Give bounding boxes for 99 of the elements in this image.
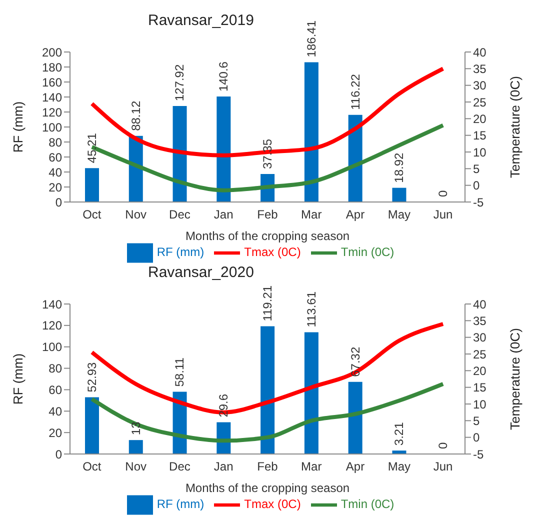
data-label: 58.11 bbox=[172, 357, 187, 387]
x-tick-label: Oct bbox=[82, 208, 102, 222]
y2-tick-label: 10 bbox=[473, 397, 487, 412]
legend-label: RF (mm) bbox=[156, 245, 204, 260]
data-label: 127.92 bbox=[172, 64, 187, 102]
y-tick-label: 20 bbox=[48, 426, 62, 440]
y2-axis-title: Temperature (0C) bbox=[508, 328, 523, 430]
y2-tick-label: 40 bbox=[473, 297, 487, 312]
y-tick-label: 120 bbox=[42, 318, 62, 333]
y-tick-label: 60 bbox=[48, 382, 62, 397]
y2-tick-label: 5 bbox=[473, 162, 480, 176]
y-axis-title: RF (mm) bbox=[10, 353, 26, 405]
x-tick-label: Apr bbox=[346, 460, 365, 474]
y-tick-label: 200 bbox=[42, 45, 62, 60]
x-tick-label: Jan bbox=[214, 460, 234, 474]
bar bbox=[216, 96, 231, 202]
chart-title: Ravansar_2020 bbox=[148, 264, 254, 281]
x-tick-label: May bbox=[388, 208, 411, 222]
x-tick-label: Jun bbox=[433, 208, 453, 222]
y2-tick-label: 35 bbox=[473, 314, 487, 328]
y-tick-label: 60 bbox=[48, 150, 62, 164]
x-tick-label: Oct bbox=[82, 460, 102, 474]
x-tick-label: Nov bbox=[125, 208, 147, 222]
x-tick-label: Jun bbox=[433, 460, 453, 474]
y2-tick-label: -5 bbox=[473, 447, 484, 462]
data-label: 67.32 bbox=[348, 346, 362, 377]
bar bbox=[260, 326, 275, 454]
y-tick-label: 0 bbox=[55, 195, 62, 210]
y2-tick-label: 25 bbox=[473, 347, 487, 362]
legend-label: Tmin (0C) bbox=[340, 245, 394, 260]
x-tick-label: Mar bbox=[301, 460, 322, 474]
data-label: 37.35 bbox=[260, 138, 274, 169]
y-axis-title: RF (mm) bbox=[10, 101, 26, 153]
data-label: 140.6 bbox=[216, 61, 231, 92]
y-tick-label: 160 bbox=[42, 75, 62, 90]
y2-tick-label: 30 bbox=[473, 78, 487, 93]
x-tick-label: May bbox=[388, 460, 411, 474]
data-label: 52.93 bbox=[84, 362, 99, 392]
data-label: 119.21 bbox=[260, 285, 274, 322]
bar bbox=[304, 332, 318, 454]
x-tick-label: Dec bbox=[169, 208, 190, 222]
y-tick-label: 180 bbox=[42, 60, 62, 74]
x-tick-label: Jan bbox=[214, 208, 234, 222]
y-tick-label: 120 bbox=[42, 105, 62, 120]
y-tick-label: 0 bbox=[55, 447, 62, 462]
y2-tick-label: 15 bbox=[473, 128, 487, 143]
x-axis-title: Months of the cropping season bbox=[185, 229, 350, 243]
bar bbox=[304, 62, 318, 202]
data-label: 0 bbox=[436, 442, 450, 449]
data-label: 186.41 bbox=[304, 20, 318, 58]
y-tick-label: 100 bbox=[42, 120, 62, 134]
y2-tick-label: 35 bbox=[473, 62, 487, 76]
x-axis-title: Months of the cropping season bbox=[185, 481, 350, 495]
bar bbox=[85, 397, 99, 454]
y2-tick-label: -5 bbox=[473, 195, 484, 210]
bar bbox=[172, 106, 187, 202]
x-tick-label: Mar bbox=[301, 208, 322, 222]
data-label: 88.12 bbox=[128, 100, 143, 131]
y2-tick-label: 20 bbox=[473, 364, 487, 378]
y-tick-label: 40 bbox=[48, 404, 62, 418]
data-label: 0 bbox=[436, 190, 450, 197]
data-label: 3.21 bbox=[392, 422, 406, 446]
y2-tick-label: 30 bbox=[473, 330, 487, 345]
data-label: 29.6 bbox=[216, 394, 231, 418]
y-tick-label: 20 bbox=[48, 180, 62, 194]
data-label: 113.61 bbox=[304, 291, 318, 328]
bar bbox=[392, 188, 406, 202]
legend-label: Tmax (0C) bbox=[244, 245, 301, 260]
y-tick-label: 80 bbox=[48, 362, 62, 376]
y2-tick-label: 40 bbox=[473, 45, 487, 60]
x-tick-label: Feb bbox=[257, 208, 278, 222]
legend-label: Tmin (0C) bbox=[340, 497, 394, 512]
legend-label: RF (mm) bbox=[156, 497, 204, 512]
y2-tick-label: 0 bbox=[473, 178, 480, 193]
y-tick-label: 100 bbox=[42, 340, 62, 354]
y-tick-label: 140 bbox=[42, 297, 62, 312]
x-tick-label: Dec bbox=[169, 460, 190, 474]
y2-tick-label: 20 bbox=[473, 112, 487, 126]
x-tick-label: Nov bbox=[125, 460, 147, 474]
x-tick-label: Apr bbox=[346, 208, 365, 222]
data-label: 116.22 bbox=[348, 74, 362, 110]
bar bbox=[128, 440, 143, 454]
y-tick-label: 80 bbox=[48, 135, 62, 150]
y2-tick-label: 15 bbox=[473, 380, 487, 395]
y2-tick-label: 0 bbox=[473, 430, 480, 445]
y-tick-label: 140 bbox=[42, 90, 62, 104]
chart-title: Ravansar_2019 bbox=[148, 12, 254, 29]
data-label: 18.92 bbox=[392, 152, 406, 183]
y2-tick-label: 10 bbox=[473, 145, 487, 160]
x-tick-label: Feb bbox=[257, 460, 278, 474]
bar bbox=[85, 168, 99, 202]
y2-tick-label: 25 bbox=[473, 95, 487, 110]
y2-tick-label: 5 bbox=[473, 414, 480, 428]
y2-axis-title: Temperature (0C) bbox=[508, 76, 523, 178]
bar bbox=[348, 382, 362, 454]
data-label: 45.21 bbox=[84, 132, 99, 164]
data-label: 13 bbox=[128, 421, 143, 436]
y-tick-label: 40 bbox=[48, 165, 62, 180]
legend-label: Tmax (0C) bbox=[244, 497, 301, 512]
